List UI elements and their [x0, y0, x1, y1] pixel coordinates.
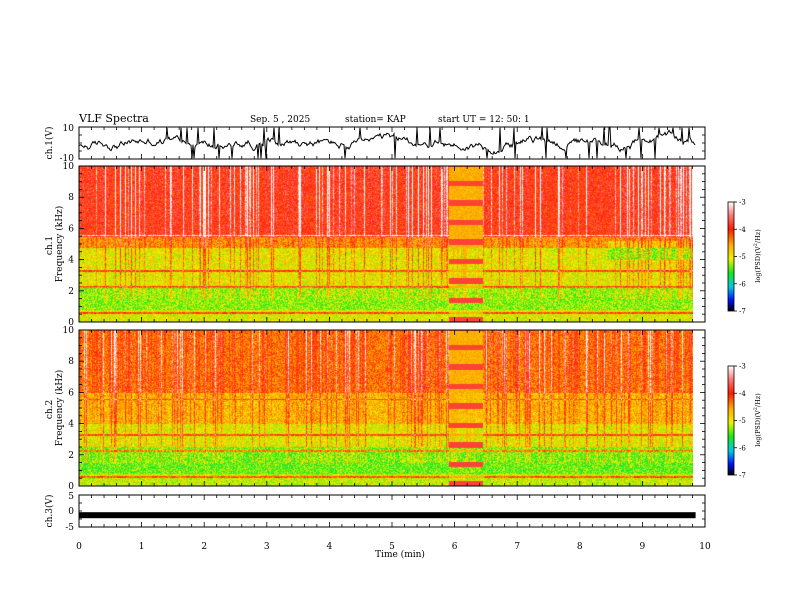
freq-tick-label: 0: [68, 318, 74, 328]
time-tick-label: 5: [389, 542, 395, 552]
ch1-colorbar-label: log(PSD)(V2/Hz): [753, 229, 762, 283]
ch1-waveform-ticks: [78, 126, 706, 160]
time-tick-label: 4: [327, 542, 333, 552]
time-tick-label: 2: [201, 542, 207, 552]
ch1-waveform-panel: 10 -10 ch.1(V): [44, 124, 706, 164]
time-tick-label: 9: [640, 542, 646, 552]
ch1-spectrogram-ticks: [78, 165, 706, 323]
time-tick-label: 7: [514, 542, 520, 552]
ch3-waveform-trace: [79, 512, 696, 519]
freq-tick-label: 6: [68, 224, 74, 234]
freq-tick-label: 10: [63, 162, 75, 172]
colorbar-tick-label: -3: [739, 363, 746, 371]
freq-tick-label: 2: [68, 451, 74, 461]
ch1-freq-label: Frequency (kHz): [54, 206, 65, 283]
recording-date: Sep. 5 , 2025: [250, 115, 310, 125]
colorbar-tick-label: -6: [739, 444, 746, 452]
ch3-waveform-ticks: [78, 494, 706, 528]
freq-tick-label: 2: [68, 287, 74, 297]
freq-tick-label: 4: [68, 256, 74, 266]
ch2-spectrogram-ticks: [78, 329, 706, 487]
ch2-spectrogram-ylabel: ch.2 Frequency (kHz): [45, 370, 65, 447]
time-axis-label: Time (min): [375, 549, 425, 560]
ch1-spectrogram-ylabel: ch.1 Frequency (kHz): [45, 206, 65, 283]
ch2-freq-label: Frequency (kHz): [54, 370, 65, 447]
colorbar-tick-label: -3: [739, 199, 746, 207]
time-tick-label: 0: [76, 542, 82, 552]
time-tick-label: 8: [577, 542, 583, 552]
ch1-colorbar-ticks: -3 -4 -5 -6 -7: [734, 199, 746, 316]
ch1-spectrogram-image: [79, 166, 693, 322]
ch3-ytick-middle: 0: [68, 507, 74, 517]
freq-tick-label: 8: [68, 357, 74, 367]
ch3-waveform-panel: 5 0 -5 ch.3(V): [44, 492, 706, 533]
ch1-waveform-ylabel: ch.1(V): [44, 127, 55, 160]
time-axis-tick-labels: 0 1 2 3 4 5 6 7 8 9 10: [76, 542, 711, 552]
ch1-ytick-bottom: -10: [60, 154, 75, 164]
time-tick-label: 6: [452, 542, 458, 552]
colorbar-tick-label: -4: [739, 226, 746, 234]
ch3-waveform-ylabel: ch.3(V): [44, 495, 55, 528]
freq-tick-label: 0: [68, 482, 74, 492]
freq-tick-label: 6: [68, 388, 74, 398]
start-time: start UT = 12: 50: 1: [438, 115, 530, 125]
ch1-colorbar: [727, 201, 735, 312]
freq-tick-label: 4: [68, 420, 74, 430]
time-tick-label: 1: [139, 542, 145, 552]
freq-tick-label: 8: [68, 193, 74, 203]
ch1-channel-name: ch.1: [45, 236, 55, 255]
ch1-spectrogram-ytick-labels: 0 2 4 6 8 10: [63, 162, 75, 328]
figure-title: VLF Spectra: [78, 112, 149, 125]
colorbar-tick-label: -7: [739, 472, 746, 480]
colorbar-tick-label: -5: [739, 253, 746, 261]
ch2-channel-name: ch.2: [45, 400, 55, 419]
time-tick-label: 3: [264, 542, 270, 552]
ch2-spectrogram-ytick-labels: 0 2 4 6 8 10: [63, 326, 75, 492]
ch1-waveform-trace: [78, 127, 696, 159]
station-name: station= KAP: [345, 115, 406, 125]
colorbar-tick-label: -6: [739, 280, 746, 288]
ch2-colorbar: [727, 365, 735, 476]
colorbar-tick-label: -5: [739, 417, 746, 425]
ch1-ytick-top: 10: [63, 124, 75, 134]
ch2-colorbar-label: log(PSD)(V2/Hz): [753, 393, 762, 447]
colorbar-tick-label: -7: [739, 308, 746, 316]
ch3-ytick-bottom: -5: [65, 523, 74, 533]
ch2-spectrogram-image: [79, 330, 693, 486]
freq-tick-label: 10: [63, 326, 75, 336]
ch2-colorbar-ticks: -3 -4 -5 -6 -7: [734, 363, 746, 480]
ch3-ytick-top: 5: [68, 492, 74, 502]
time-tick-label: 10: [699, 542, 711, 552]
colorbar-tick-label: -4: [739, 390, 746, 398]
